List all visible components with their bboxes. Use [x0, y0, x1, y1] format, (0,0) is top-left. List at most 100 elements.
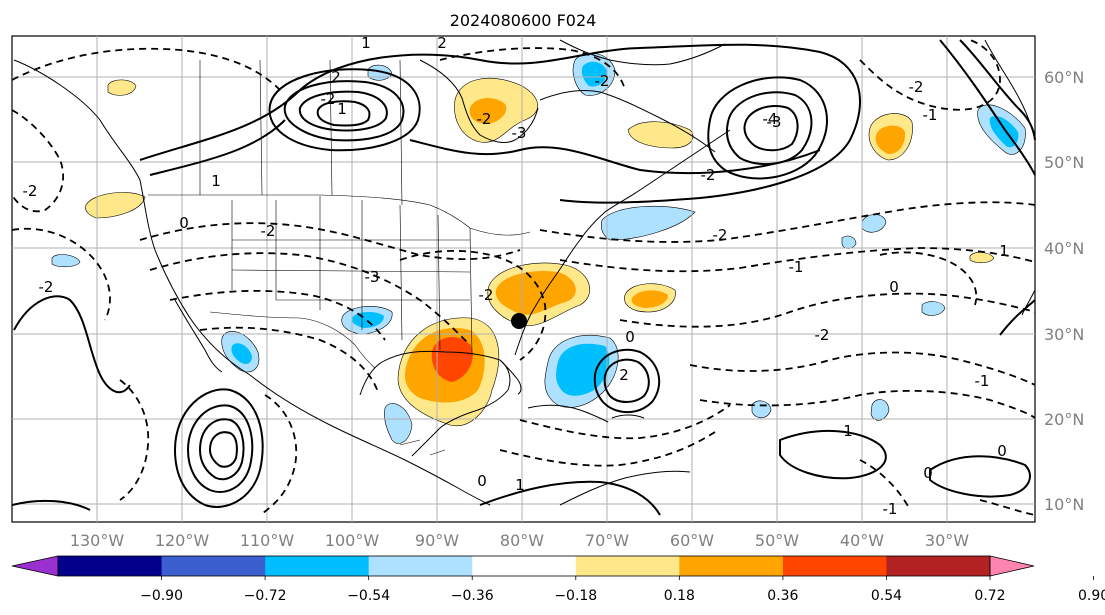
- colorbar-tick-label: 0.72: [974, 588, 1005, 604]
- map-panel: 1 221-2-2-3-2 -3 -1-2-4-2-201-2-2-3-2-10-20…: [11, 34, 1036, 523]
- coast-labrador: [539, 89, 716, 153]
- colorbar-segment: [886, 556, 991, 576]
- contour-label: 0: [179, 214, 189, 232]
- dashed-contours: [11, 39, 1036, 516]
- contour-label: -2: [479, 286, 494, 304]
- lon-label: 60°W: [670, 531, 714, 550]
- colorbar-tick-label: 0.90: [1078, 588, 1105, 604]
- contour-label: -2: [261, 222, 276, 240]
- lat-label: 10°N: [1044, 495, 1084, 514]
- contour-label: 1: [515, 476, 525, 494]
- lon-label: 100°W: [325, 531, 380, 550]
- coast-gulf: [359, 350, 511, 457]
- colorbar-tick-label: −0.18: [554, 588, 597, 604]
- colorbar-tick-label: −0.90: [140, 588, 183, 604]
- contour-east-atlantic-1: [959, 39, 1036, 141]
- fill-mexico-blue: [231, 343, 252, 364]
- fill-small-cool-3: [921, 301, 946, 316]
- contour-se-coast: [999, 299, 1036, 336]
- contour-label: 2: [619, 366, 629, 384]
- contour-dashed-20: [879, 251, 978, 306]
- contour-dashed-5: [539, 201, 1036, 243]
- lon-label: 120°W: [155, 531, 210, 550]
- contour-label: -3: [767, 113, 782, 131]
- lon-label: 30°W: [925, 531, 969, 550]
- border-states-1: [231, 196, 473, 356]
- colorbar-tick-label: 0.36: [767, 588, 798, 604]
- contour-label: 2: [437, 34, 447, 52]
- lat-label: 40°N: [1044, 239, 1084, 258]
- contour-dashed-13: [259, 394, 298, 516]
- coast-east: [514, 129, 731, 356]
- colorbar: −0.90 −0.72 −0.54 −0.36 −0.18 0.18 0.36 0.54 0.7…: [11, 555, 1105, 604]
- colorbar-segment: [368, 556, 473, 576]
- storm-center-marker: [511, 313, 527, 329]
- fill-small-cool-5: [51, 254, 81, 268]
- contour-label: -1: [975, 372, 990, 390]
- fill-pacific-warm: [85, 192, 146, 219]
- contour-trop-atl-1: [779, 430, 887, 480]
- border-central-america: [399, 439, 446, 456]
- contour-label: 0: [625, 328, 635, 346]
- colorbar-tick-label: −0.36: [451, 588, 494, 604]
- contour-label: -2: [477, 110, 492, 128]
- contour-label: 1: [361, 34, 371, 52]
- contour-pacific-low-2: [186, 404, 254, 493]
- contour-pacific-low-1: [173, 388, 264, 508]
- contour-dashed-4: [199, 326, 379, 393]
- colorbar-segment: [575, 556, 680, 576]
- fill-atlantic-orange: [631, 290, 668, 308]
- contour-label: 2: [331, 68, 341, 86]
- contour-carib-south: [479, 480, 661, 516]
- contour-label: -2: [909, 78, 924, 96]
- colorbar-frame: [57, 555, 991, 577]
- coast-baja: [174, 299, 223, 373]
- fill-alaska-warm: [107, 79, 137, 96]
- political-borders: [148, 59, 531, 456]
- contour-label: 0: [889, 278, 899, 296]
- contour-atlantic-high-2: [725, 91, 813, 166]
- contour-label: -1: [883, 500, 898, 518]
- lon-label: 130°W: [70, 531, 125, 550]
- contour-dashed-12: [119, 379, 150, 501]
- contour-label: 1: [999, 242, 1009, 260]
- coast-cuba: [527, 404, 609, 423]
- border-states-2: [231, 239, 471, 301]
- contour-lines: [11, 39, 1036, 516]
- contour-dashed-2: [149, 252, 471, 346]
- contour-label: -2: [39, 278, 54, 296]
- coast-hudson-bay: [419, 59, 539, 143]
- fill-yucatan-cool: [384, 403, 413, 444]
- contour-dashed-18: [499, 431, 716, 467]
- contour-pacific-low-4: [208, 431, 238, 468]
- contour-label: -3: [365, 268, 380, 286]
- contour-dashed-17: [519, 404, 731, 440]
- contour-label: 1: [337, 100, 347, 118]
- fill-small-cool-1: [861, 214, 887, 233]
- colorbar-extend-min: [11, 555, 59, 577]
- coast-greenland: [559, 39, 726, 66]
- contour-label: -2: [595, 72, 610, 90]
- contour-label: -2: [23, 182, 38, 200]
- contour-dashed-21: [859, 459, 1036, 516]
- contour-label: 0: [923, 464, 933, 482]
- border-canada-prov: [199, 59, 403, 206]
- contour-label: -1: [923, 106, 938, 124]
- fill-small-warm-1: [969, 252, 995, 264]
- colorbar-extend-max: [989, 555, 1035, 577]
- contour-dashed-7: [619, 292, 1036, 328]
- colorbar-segment: [265, 556, 370, 576]
- contour-dashed-11: [11, 227, 111, 321]
- contour-dashed-9: [699, 389, 1036, 419]
- lon-label: 110°W: [240, 531, 295, 550]
- fill-canada-orange: [469, 98, 507, 124]
- longitude-labels: 130°W 120°W 110°W 100°W 90°W 80°W 70°W 60°W 50°W…: [70, 531, 969, 550]
- fill-greenland-blue: [581, 61, 607, 87]
- contour-low-canada-3: [298, 90, 388, 132]
- contour-trop-atl-2: [929, 455, 1031, 498]
- contour-carib-low-2: [603, 358, 650, 403]
- contour-east-atlantic-2: [939, 39, 1036, 176]
- contour-atlantic-high-3: [743, 105, 799, 152]
- lon-label: 50°W: [755, 531, 799, 550]
- contour-label: -2: [321, 90, 336, 108]
